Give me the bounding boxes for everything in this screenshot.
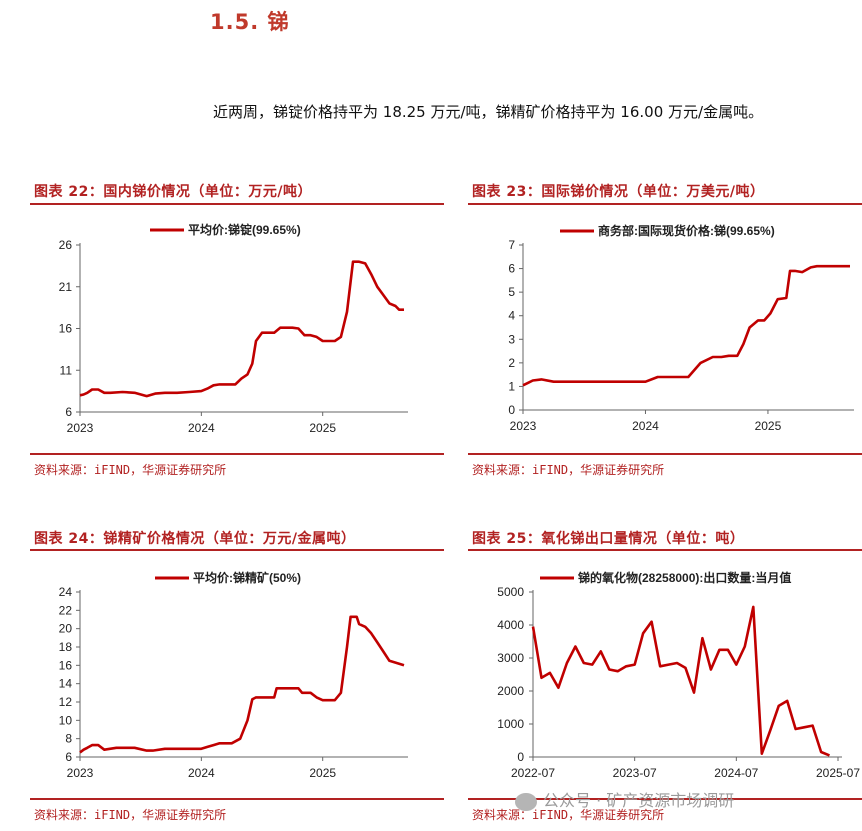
chart0-y-tick-label: 11 [60, 363, 73, 377]
figure-25-source: 资料来源：iFIND，华源证券研究所 [472, 808, 665, 822]
chart2-x-tick-label: 2024 [188, 766, 215, 780]
chart3-y-tick-label: 5000 [497, 585, 524, 599]
chart2-y-tick-label: 14 [59, 677, 73, 691]
chart2-x-tick-label: 2023 [67, 766, 94, 780]
chart1-legend-label: 商务部:国际现货价格:锑(99.65%) [598, 223, 775, 238]
chart0-y-tick-label: 16 [59, 322, 73, 336]
chart0-y-tick-label: 26 [59, 238, 73, 252]
chart0-x-tick-label: 2024 [188, 421, 215, 435]
chart2-y-tick-label: 24 [59, 585, 73, 599]
figure-24-title: 图表 24：锑精矿价格情况（单位：万元/金属吨） [34, 531, 356, 547]
section-title: 1.5. 锑 [210, 10, 290, 34]
figure-22-bottom-rule [30, 453, 444, 455]
figure-22-top-rule [30, 203, 444, 205]
figure-23-top-rule [468, 203, 862, 205]
chart3-series-line [531, 605, 830, 757]
chart2-series-line [79, 615, 405, 754]
chart2-y-tick-label: 22 [59, 603, 73, 617]
chart1-x-tick-label: 2024 [632, 419, 659, 433]
figure-22-title: 图表 22：国内锑价情况（单位：万元/吨） [34, 184, 312, 200]
figure-22-source: 资料来源：iFIND，华源证券研究所 [34, 463, 227, 477]
chart0-x-tick-label: 2025 [309, 421, 336, 435]
chart1-x-tick-label: 2025 [755, 419, 782, 433]
chart2-y-tick-label: 16 [59, 658, 73, 672]
chart3-y-tick-label: 4000 [497, 618, 524, 632]
chart3-x-tick-label: 2025-07 [816, 766, 860, 780]
chart1-series-line [522, 264, 850, 387]
chart0-legend-label: 平均价:锑锭(99.65%) [188, 222, 301, 237]
intro-text: 近两周，锑锭价格持平为 18.25 万元/吨，锑精矿价格持平为 16.00 万元… [213, 103, 764, 121]
chart0-x-tick-label: 2023 [67, 421, 94, 435]
figure-24-top-rule [30, 549, 444, 551]
chart1-y-tick-label: 3 [508, 332, 515, 346]
chart0-series-line [79, 260, 404, 398]
chart1-y-tick-label: 2 [508, 356, 515, 370]
chart0-y-tick-label: 21 [59, 280, 73, 294]
chart2-y-tick-label: 20 [59, 622, 73, 636]
chart3-x-tick-label: 2023-07 [613, 766, 657, 780]
chart3-y-tick-label: 2000 [497, 684, 524, 698]
chart3-y-tick-label: 3000 [497, 651, 524, 665]
chart3-x-tick-label: 2022-07 [511, 766, 555, 780]
figure-23-bottom-rule [468, 453, 862, 455]
chart2-y-tick-label: 18 [59, 640, 73, 654]
chart1-y-tick-label: 1 [508, 379, 515, 393]
chart1-y-tick-label: 0 [508, 403, 515, 417]
chart2-y-tick-label: 6 [65, 750, 72, 764]
chart2-y-tick-label: 10 [59, 713, 73, 727]
chart3-x-tick-label: 2024-07 [714, 766, 758, 780]
chart3-legend-label: 锑的氧化物(28258000):出口数量:当月值 [577, 570, 791, 585]
figure-24-bottom-rule [30, 798, 444, 800]
chart2-y-tick-label: 8 [65, 732, 72, 746]
figure-23-source: 资料来源：iFIND，华源证券研究所 [472, 463, 665, 477]
figure-25-top-rule [468, 549, 862, 551]
chart1-y-tick-label: 5 [508, 285, 515, 299]
chart2-y-tick-label: 12 [59, 695, 73, 709]
figure-25-bottom-rule [468, 798, 862, 800]
chart0-y-tick-label: 6 [65, 405, 72, 419]
chart3-y-tick-label: 0 [517, 750, 524, 764]
figure-23-title: 图表 23：国际锑价情况（单位：万美元/吨） [472, 184, 765, 200]
chart2-legend-label: 平均价:锑精矿(50%) [193, 570, 301, 585]
chart3-y-tick-label: 1000 [497, 717, 524, 731]
figure-25-title: 图表 25：氧化锑出口量情况（单位：吨） [472, 531, 745, 547]
chart1-y-tick-label: 7 [508, 238, 515, 252]
wechat-icon [515, 792, 537, 811]
chart2-x-tick-label: 2025 [309, 766, 336, 780]
chart1-y-tick-label: 6 [508, 262, 515, 276]
figure-24-source: 资料来源：iFIND，华源证券研究所 [34, 808, 227, 822]
watermark-text: 公众号 · 矿产资源市场调研 [543, 791, 735, 810]
chart1-x-tick-label: 2023 [510, 419, 537, 433]
watermark: 公众号 · 矿产资源市场调研 [515, 787, 734, 811]
chart1-y-tick-label: 4 [508, 309, 515, 323]
